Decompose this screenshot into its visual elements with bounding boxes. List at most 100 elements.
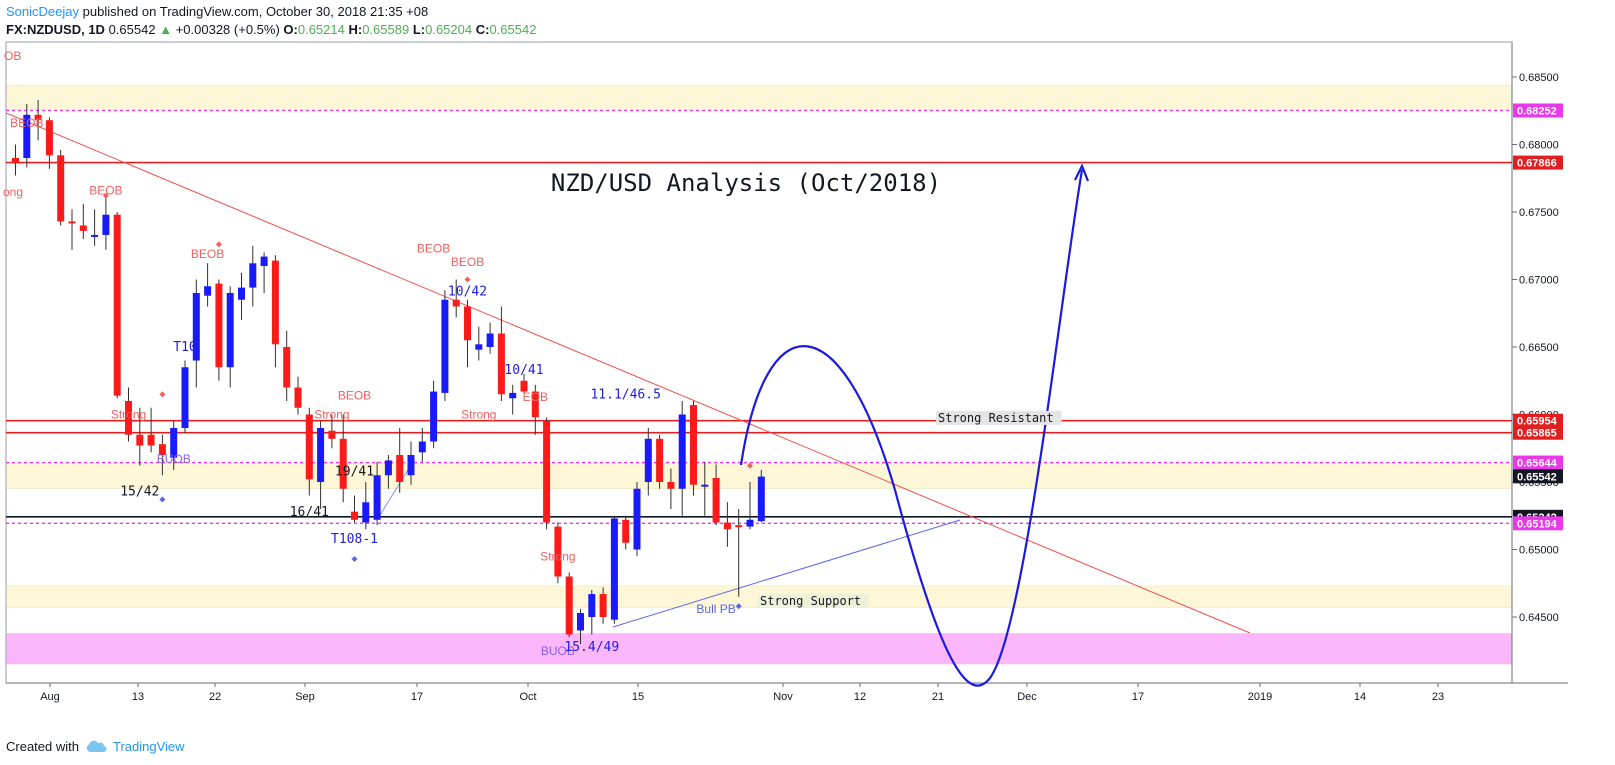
candle-body bbox=[12, 158, 19, 164]
annotation-label: 19/41 bbox=[335, 464, 374, 479]
candle-body bbox=[294, 387, 302, 408]
annotation-label: 10/41 bbox=[504, 363, 543, 378]
marker-diamond-icon bbox=[351, 555, 358, 562]
candle-body bbox=[622, 519, 630, 543]
x-tick-label: 22 bbox=[209, 691, 221, 703]
candle-body bbox=[125, 401, 132, 435]
annotation-label: T108-1 bbox=[331, 532, 378, 547]
corner-strong-fragment: ong bbox=[3, 185, 23, 199]
candle-body bbox=[113, 214, 121, 396]
candle-body bbox=[735, 525, 743, 528]
candle-body bbox=[599, 594, 607, 617]
annotation-label: Bull PB bbox=[696, 602, 735, 616]
candle-body bbox=[497, 333, 505, 395]
annotation-label: EOB bbox=[523, 390, 548, 404]
candle-body bbox=[351, 511, 358, 520]
candle-body bbox=[34, 114, 42, 121]
last-price: 0.65542 bbox=[108, 22, 156, 37]
candle-body bbox=[23, 114, 31, 158]
marker-diamond-icon bbox=[159, 496, 166, 503]
candle-body bbox=[147, 434, 155, 446]
candle-body bbox=[238, 287, 245, 300]
candle-body bbox=[667, 482, 675, 489]
projection-path bbox=[739, 169, 1084, 687]
candle-body bbox=[215, 283, 223, 368]
candle-body bbox=[509, 392, 517, 399]
strong-support-label: Strong Support bbox=[760, 594, 861, 608]
y-tick-label: 0.65000 bbox=[1519, 545, 1559, 557]
price-tag-bg bbox=[1513, 425, 1563, 440]
price-tag-label: 0.68252 bbox=[1517, 105, 1557, 117]
marker-diamond-icon bbox=[464, 276, 471, 283]
label-box-bg bbox=[936, 410, 1062, 425]
annotation-label: Strong bbox=[314, 408, 349, 422]
corner-beob-fragment: OB bbox=[4, 49, 21, 63]
x-tick-label: 17 bbox=[1132, 691, 1144, 703]
x-tick-label: Oct bbox=[519, 691, 536, 703]
projection-arrow-icon bbox=[1074, 163, 1090, 182]
candle-body bbox=[712, 477, 720, 523]
candle-body bbox=[757, 476, 765, 522]
candle-body bbox=[45, 120, 53, 156]
close-value: 0.65542 bbox=[489, 22, 537, 37]
candle-body bbox=[373, 475, 381, 520]
symbol-label: FX:NZDUSD, 1D bbox=[6, 22, 105, 37]
candle-body bbox=[317, 428, 325, 482]
zone-0 bbox=[5, 84, 1513, 110]
candle-body bbox=[418, 441, 426, 453]
chart-title: NZD/USD Analysis (Oct/2018) bbox=[551, 169, 941, 197]
candle-body bbox=[328, 430, 336, 439]
candle-body bbox=[656, 438, 664, 482]
candle-body bbox=[565, 576, 573, 635]
annotation-label: Strong bbox=[461, 408, 496, 422]
marker-diamond-icon bbox=[735, 603, 742, 610]
candle-body bbox=[577, 612, 584, 631]
annotation-label: 15/42 bbox=[120, 485, 159, 500]
price-tag-label: 0.65865 bbox=[1517, 428, 1557, 440]
strong-resistant-label: Strong Resistant bbox=[938, 411, 1054, 425]
annotation-label: Strong bbox=[540, 549, 575, 563]
price-tag-bg bbox=[1513, 469, 1563, 484]
candle-body bbox=[554, 526, 562, 577]
y-tick-label: 0.64500 bbox=[1519, 612, 1559, 624]
change-value: +0.00328 (+0.5%) bbox=[175, 22, 280, 37]
annotation-label: BEOB bbox=[417, 242, 450, 256]
candle-body bbox=[204, 286, 212, 296]
candle-body bbox=[441, 299, 449, 393]
marker-diamond-icon bbox=[215, 241, 222, 248]
y-tick-label: 0.68000 bbox=[1519, 140, 1559, 152]
x-tick-label: 14 bbox=[1354, 691, 1366, 703]
downtrend-line bbox=[5, 112, 1251, 634]
y-tick-label: 0.68500 bbox=[1519, 72, 1559, 84]
uptrend-line bbox=[612, 519, 961, 628]
candle-body bbox=[68, 221, 76, 224]
candle-body bbox=[701, 484, 709, 487]
candle-body bbox=[136, 434, 144, 446]
candle-body bbox=[588, 594, 596, 617]
price-tag-label: 0.67866 bbox=[1517, 158, 1557, 170]
zone-3 bbox=[6, 633, 1512, 665]
price-tag-bg bbox=[1513, 413, 1563, 428]
open-label: O: bbox=[283, 22, 298, 37]
x-tick-label: Nov bbox=[773, 691, 793, 703]
tradingview-link[interactable]: TradingView bbox=[112, 739, 185, 754]
price-tag-bg bbox=[1513, 516, 1563, 531]
candle-body bbox=[746, 519, 754, 527]
candle-body bbox=[486, 333, 494, 347]
candle-body bbox=[79, 225, 87, 231]
low-value: 0.65204 bbox=[425, 22, 473, 37]
candle-body bbox=[260, 256, 268, 266]
candle-body bbox=[158, 444, 166, 455]
price-tag-bg bbox=[1513, 455, 1563, 470]
candle-body bbox=[170, 428, 178, 458]
small-trend-line bbox=[379, 469, 409, 516]
tradingview-cloud-icon bbox=[86, 740, 107, 753]
author-link[interactable]: SonicDeejay bbox=[6, 4, 79, 19]
x-tick-label: 13 bbox=[132, 691, 144, 703]
candle-body bbox=[181, 367, 189, 428]
candle-body bbox=[723, 522, 731, 530]
candle-body bbox=[384, 460, 392, 476]
candle-body bbox=[339, 438, 347, 489]
price-tag-label: 0.65954 bbox=[1517, 416, 1558, 428]
